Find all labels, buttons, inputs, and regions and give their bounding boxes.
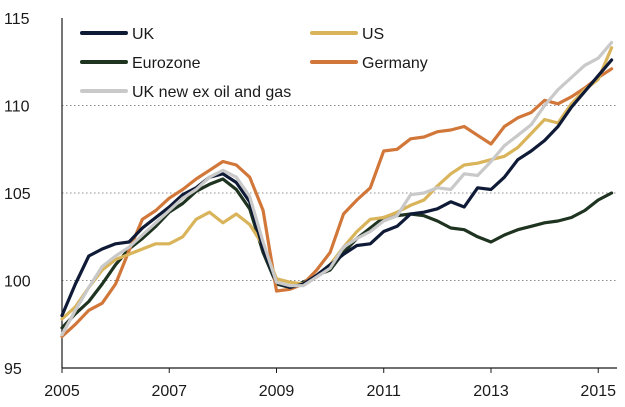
- y-tick-label: 95: [4, 361, 22, 378]
- legend-label: Germany: [362, 55, 428, 72]
- x-tick-label: 2009: [259, 383, 295, 400]
- y-tick-label: 100: [4, 274, 31, 291]
- series-line-germany: [60, 67, 614, 339]
- legend-label: UK: [132, 26, 155, 43]
- legend: UK US Eurozone Germany UK new ex oil and gas: [80, 26, 428, 101]
- gridlines: [62, 105, 617, 281]
- legend-item-uk-new-ex-oil-and-gas: UK new ex oil and gas: [80, 84, 291, 101]
- y-tick-label: 115: [4, 11, 30, 28]
- x-tick-label: 2005: [44, 383, 80, 400]
- legend-label: Eurozone: [132, 55, 201, 72]
- legend-item-us: US: [310, 26, 384, 43]
- axes: [61, 18, 617, 373]
- series-lines: [60, 40, 614, 339]
- y-tick-label: 110: [4, 99, 30, 116]
- x-tick-label: 2007: [151, 383, 187, 400]
- legend-item-uk: UK: [80, 26, 155, 43]
- series-line-uk-new-ex-oil-and-gas: [60, 40, 614, 337]
- tick-labels: 95 100 105 110 115 2005 2007 2009 2011 2013 2015: [4, 11, 616, 400]
- legend-label: US: [362, 26, 384, 43]
- y-tick-label: 105: [4, 186, 31, 203]
- x-tick-label: 2015: [580, 383, 616, 400]
- x-tick-label: 2013: [473, 383, 509, 400]
- legend-item-germany: Germany: [310, 55, 428, 72]
- legend-item-eurozone: Eurozone: [80, 55, 201, 72]
- legend-label: UK new ex oil and gas: [132, 84, 291, 101]
- x-tick-label: 2011: [367, 383, 402, 400]
